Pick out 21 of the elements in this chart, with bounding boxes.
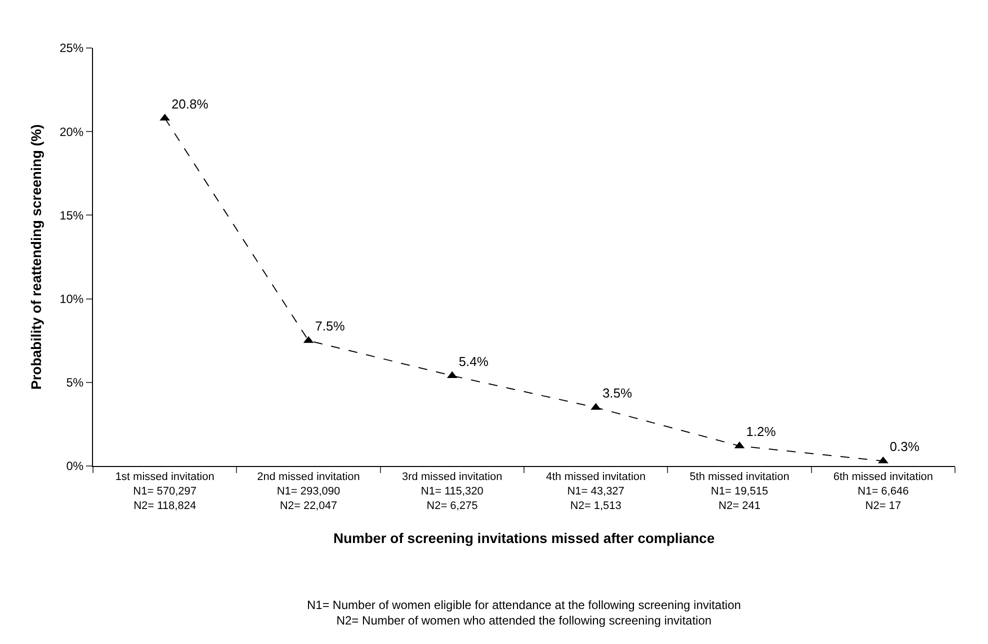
data-label: 1.2% <box>746 424 776 440</box>
x-tick-label: 2nd missed invitation N1= 293,090 N2= 22,047 <box>257 471 360 512</box>
y-tick-label: 5% <box>66 376 84 390</box>
x-tick-label: 4th missed invitation N1= 43,327 N2= 1,513 <box>546 471 646 512</box>
data-label: 3.5% <box>602 386 633 401</box>
x-axis-title: Number of screening invitations missed after compliance <box>333 530 715 546</box>
x-tick-label: 5th missed invitation N1= 19,515 N2= 241 <box>690 471 790 512</box>
y-tick-label: 15% <box>60 208 84 222</box>
y-axis-title: Probability of reattending screening (%) <box>28 124 44 390</box>
y-tick-label: 25% <box>60 41 84 56</box>
x-tick-label: 3rd missed invitation N1= 115,320 N2= 6,275 <box>402 471 502 512</box>
data-label: 20.8% <box>171 96 209 112</box>
x-tick-label: 6th missed invitation N1= 6,646 N2= 17 <box>833 471 934 512</box>
data-label: 7.5% <box>315 318 346 334</box>
data-label: 0.3% <box>890 439 920 454</box>
y-tick-label: 20% <box>60 124 84 139</box>
y-tick-label: 0% <box>66 459 84 474</box>
data-label: 5.4% <box>458 354 489 369</box>
x-tick-label: 1st missed invitation N1= 570,297 N2= 118,824 <box>115 471 214 512</box>
y-tick-label: 10% <box>60 292 84 306</box>
text: N1= Number of women eligible for attendance at the following screening invitation N2= Number of women who attended the following screening invitation <box>307 598 741 628</box>
